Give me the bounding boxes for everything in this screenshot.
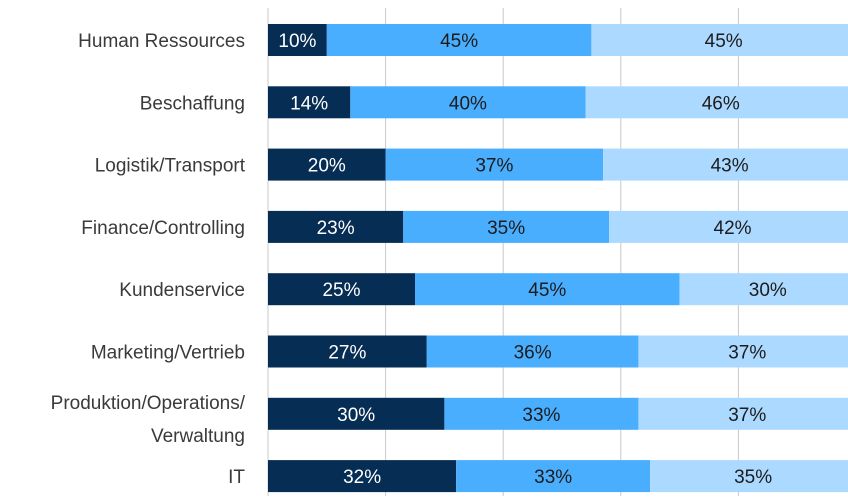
data-label-row1-seg1: 40% [449,93,487,114]
data-label-row7-seg2: 35% [734,467,772,488]
data-label-row6-seg1: 33% [522,405,560,426]
data-label-row1-seg2: 46% [702,93,740,114]
bar-row4-seg0 [268,273,415,306]
category-label-5: Marketing/Vertrieb [91,343,245,364]
bar-row1-seg0 [268,86,351,119]
bar-row2-seg2 [603,148,848,181]
data-label-row1-seg0: 14% [290,93,328,114]
bar-row0-seg2 [591,24,848,56]
data-label-row3-seg1: 35% [487,218,525,239]
data-label-row2-seg0: 20% [308,156,346,177]
bar-row0-seg1 [326,24,592,56]
data-label-row4-seg0: 25% [322,280,360,301]
category-label-2: Logistik/Transport [95,156,246,177]
data-label-row6-seg2: 37% [728,405,766,426]
bar-row4-seg2 [679,273,848,306]
bar-row2-seg1 [385,148,604,181]
bar-row7-seg0 [268,460,457,493]
bar-row5-seg2 [638,335,848,368]
bar-row1-seg2 [585,86,848,119]
data-label-row5-seg1: 36% [514,343,552,364]
bars: 10% 45% 45% 14% 40% 46% 20% 37% 43% 23% 35% 42% 25% 4… [268,24,848,493]
bar-row3-seg1 [403,210,610,243]
bar-row3-seg2 [609,210,848,243]
data-label-row6-seg0: 30% [337,405,375,426]
data-label-row7-seg1: 33% [534,467,572,488]
data-label-row5-seg2: 37% [728,343,766,364]
bar-row3-seg0 [268,210,404,243]
category-label-4: Kundenservice [119,280,245,301]
bar-row2-seg0 [268,148,386,181]
data-label-row3-seg0: 23% [317,218,355,239]
category-label-7: IT [228,467,245,488]
data-label-row7-seg0: 32% [343,467,381,488]
data-label-row0-seg1: 45% [440,31,478,52]
category-label-6: Produktion/Operations/Verwaltung [51,393,246,447]
category-labels: Human Ressources Beschaffung Logistik/Tran… [51,31,246,488]
bar-row5-seg1 [426,335,639,368]
data-label-row0-seg2: 45% [705,31,743,52]
data-label-row2-seg2: 43% [711,156,749,177]
bar-row0-seg0 [268,24,327,56]
data-label-row5-seg0: 27% [328,343,366,364]
data-label-row0-seg0: 10% [278,31,316,52]
bar-row7-seg2 [650,460,848,493]
data-label-row4-seg1: 45% [528,280,566,301]
bar-row4-seg1 [415,273,680,306]
data-label-row4-seg2: 30% [749,280,787,301]
bar-row7-seg1 [456,460,651,493]
bar-row1-seg1 [350,86,586,119]
bar-row6-seg2 [638,397,848,430]
bar-row6-seg1 [444,397,639,430]
bar-row6-seg0 [268,397,445,430]
category-label-3: Finance/Controlling [81,218,245,239]
data-label-row2-seg1: 37% [475,156,513,177]
bar-row5-seg0 [268,335,427,368]
category-label-1: Beschaffung [140,93,245,114]
data-label-row3-seg2: 42% [714,218,752,239]
category-label-0: Human Ressources [78,31,245,52]
